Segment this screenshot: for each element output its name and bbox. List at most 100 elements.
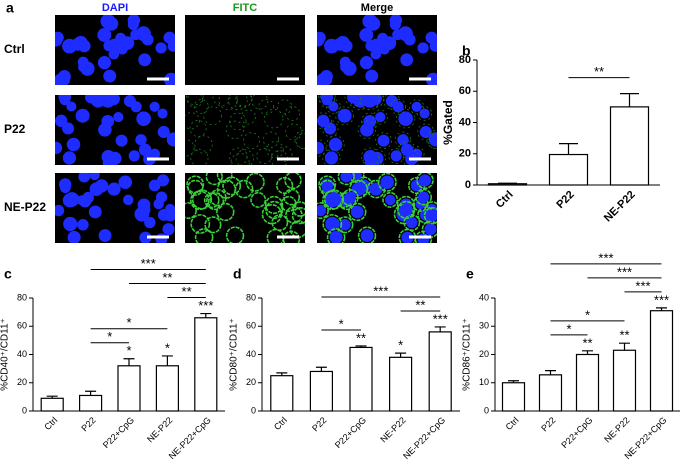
error-bar [619, 342, 630, 351]
membrane [209, 189, 227, 207]
membrane [388, 147, 405, 164]
x-tick-label: Ctrl [494, 189, 516, 211]
nucleus [406, 216, 418, 229]
nucleus [104, 16, 119, 31]
cells [185, 95, 305, 165]
nucleus [55, 114, 68, 127]
membrane [256, 147, 273, 164]
significance: ** [594, 64, 604, 79]
membrane [245, 173, 265, 192]
membrane [367, 95, 384, 108]
membrane [322, 148, 341, 165]
membrane [321, 120, 339, 137]
bar [487, 183, 528, 186]
nucleus [84, 95, 98, 104]
y-tick-label: 20 [17, 377, 27, 387]
significance: *** [141, 256, 156, 271]
significance: *** [433, 311, 448, 326]
nucleus [392, 101, 404, 113]
significance: * [566, 321, 571, 336]
nucleus [63, 216, 78, 232]
x-tick-label: P22+CpG [101, 415, 136, 450]
membrane [397, 200, 416, 220]
nucleus [336, 35, 350, 50]
error-bar [434, 326, 446, 332]
significance: * [339, 316, 344, 331]
x-tick-label: Ctrl [504, 415, 521, 432]
membrane [417, 106, 433, 121]
nucleus [97, 27, 112, 42]
error-bar [161, 355, 173, 366]
nucleus [127, 18, 139, 31]
x-tick-label: NE-P22 [602, 415, 631, 444]
nucleus [138, 53, 152, 67]
membrane [263, 108, 284, 129]
membrane [357, 226, 377, 243]
nucleus [89, 173, 100, 181]
nucleus [324, 151, 339, 165]
nucleus [365, 69, 379, 83]
nucleus [155, 42, 167, 54]
panel-label: d [233, 266, 242, 282]
membrane [423, 207, 437, 225]
nucleus [400, 143, 414, 157]
nucleus [419, 125, 432, 139]
nucleus [80, 61, 95, 76]
x-tick-label: NE-P22 [145, 415, 174, 444]
y-tick-label: 60 [17, 321, 27, 331]
nucleus [380, 175, 395, 190]
membrane [367, 149, 386, 165]
membrane [317, 139, 327, 157]
membrane [266, 141, 284, 159]
column-header: Merge [361, 2, 393, 14]
membrane [291, 207, 305, 225]
nucleus [351, 182, 366, 197]
membrane [204, 216, 222, 234]
nucleus [98, 123, 112, 137]
significance: ** [582, 335, 592, 350]
error-bar [315, 366, 327, 372]
cells [317, 15, 437, 85]
significance: *** [635, 278, 650, 293]
error-bar [200, 312, 212, 318]
nucleus [419, 108, 430, 119]
membrane [383, 95, 401, 110]
error-bar [656, 307, 667, 311]
membrane [250, 191, 267, 208]
y-axis-label: %CD80⁺/CD11⁺ [229, 318, 240, 391]
nucleus [164, 72, 175, 85]
membrane [390, 98, 407, 115]
error-bar [276, 372, 288, 376]
membrane [228, 95, 248, 111]
nucleus [362, 95, 378, 108]
nucleus [321, 182, 333, 194]
y-tick-label: 80 [459, 54, 471, 66]
significance: * [107, 329, 112, 344]
nucleus [58, 74, 71, 85]
x-tick-label: P22 [539, 415, 557, 433]
membrane [372, 109, 388, 125]
nucleus [328, 101, 339, 112]
membrane [193, 99, 209, 114]
y-tick-label: 20 [246, 377, 256, 387]
membrane [398, 141, 416, 159]
nucleus [411, 101, 422, 112]
nucleus [157, 125, 170, 139]
nucleus [399, 203, 413, 217]
y-axis-label: %CD40⁺/CD11⁺ [0, 318, 11, 391]
membrane [230, 153, 250, 165]
nucleus [107, 182, 121, 196]
nucleus [136, 111, 151, 126]
cells [317, 173, 437, 243]
x-tick-label: P22 [79, 415, 97, 433]
membrane [228, 112, 247, 131]
nucleus [360, 229, 374, 243]
nucleus [430, 135, 437, 147]
membrane [317, 202, 329, 220]
nucleus [342, 61, 357, 76]
nucleus [329, 230, 343, 243]
membrane [203, 192, 220, 209]
bar [428, 331, 452, 412]
nucleus [163, 31, 175, 44]
bar [349, 346, 373, 412]
